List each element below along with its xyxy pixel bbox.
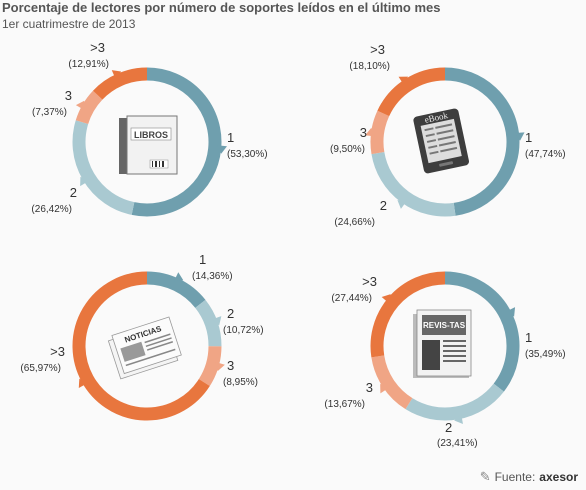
donut-noticias-segment-3 [198, 346, 222, 387]
donut-libros-segment-4 [92, 67, 148, 100]
donut-ebook-pointer-3 [365, 127, 376, 137]
donut-libros-segment-1 [131, 67, 222, 217]
donut-revistas-value-1: (35,49%) [525, 349, 566, 360]
source-label: Fuente: [494, 470, 536, 484]
donut-ebook-segment-4 [377, 67, 446, 117]
donut-noticias-value-4: (65,97%) [20, 363, 61, 374]
donut-revistas-segment-2 [405, 383, 504, 421]
donut-ebook-segment-3 [370, 110, 390, 155]
donut-revistas-category-4: >3 [362, 274, 377, 289]
donut-ebook-value-2: (24,66%) [334, 217, 375, 228]
donut-revistas-category-3: 3 [366, 380, 373, 395]
donut-libros-category-2: 2 [70, 185, 77, 200]
donut-libros-value-4: (12,91%) [68, 59, 109, 70]
donut-ebook-segment-2 [371, 151, 456, 217]
donut-ebook-category-3: 3 [360, 125, 367, 140]
donut-libros-category-4: >3 [90, 40, 105, 55]
donut-revistas-pointer-3 [380, 383, 389, 394]
donut-ebook-category-2: 2 [380, 198, 387, 213]
donut-noticias-segment-2 [195, 299, 222, 347]
magazine-icon: REVIS-TAS [413, 309, 472, 378]
chart-title: Porcentaje de lectores por número de sop… [2, 0, 441, 15]
donut-ebook-value-4: (18,10%) [349, 61, 390, 72]
donut-libros-pointer-4 [111, 70, 122, 80]
donut-libros-value-2: (26,42%) [31, 204, 72, 215]
donut-libros-pointer-2 [80, 176, 89, 187]
donut-noticias-category-1: 1 [199, 252, 206, 267]
donut-revistas-pointer-4 [381, 294, 391, 304]
donut-libros-segment-3 [75, 90, 103, 125]
donut-revistas-segment-1 [444, 271, 520, 392]
donut-libros-category-3: 3 [65, 88, 72, 103]
source-brand: axesor [539, 470, 578, 484]
donut-ebook-category-4: >3 [370, 42, 385, 57]
magazine-icon-label: REVIS-TAS [423, 321, 466, 330]
donut-noticias-segment-1 [146, 271, 206, 309]
book-icon-label: LIBROS [134, 130, 168, 140]
donut-revistas-value-2: (23,41%) [437, 438, 478, 449]
book-icon: LIBROS [119, 115, 178, 175]
donut-ebook-segment-1 [444, 67, 520, 216]
donut-noticias-pointer-4 [78, 378, 88, 388]
donut-revistas-category-2: 2 [445, 420, 452, 435]
donut-revistas-category-1: 1 [525, 330, 532, 345]
ebook-icon-label: eBook [424, 110, 450, 125]
donut-noticias-category-3: 3 [227, 358, 234, 373]
donut-libros-segment-2 [72, 120, 135, 215]
donut-revistas-value-3: (13,67%) [324, 399, 365, 410]
donut-revistas-pointer-2 [454, 414, 463, 425]
donut-noticias-pointer-3 [215, 361, 225, 372]
donut-libros-pointer-3 [75, 100, 85, 111]
donut-libros-value-1: (53,30%) [227, 149, 268, 160]
ebook-icon: eBook [413, 108, 469, 174]
donut-ebook-pointer-2 [397, 200, 407, 209]
donut-noticias-pointer-2 [211, 316, 222, 326]
donut-libros-pointer-1 [217, 145, 227, 154]
donut-revistas-segment-3 [371, 355, 413, 410]
donut-noticias-pointer-1 [173, 272, 184, 282]
donut-ebook-value-3: (9,50%) [330, 144, 365, 155]
donut-noticias-category-4: >3 [50, 344, 65, 359]
donut-noticias-value-2: (10,72%) [223, 325, 264, 336]
donut-revistas-pointer-1 [506, 307, 516, 317]
donut-ebook-category-1: 1 [525, 130, 532, 145]
donut-revistas-value-4: (27,44%) [331, 293, 372, 304]
pencil-icon: ✎ [479, 469, 491, 484]
donut-ebook-pointer-1 [514, 132, 525, 141]
donut-noticias-category-2: 2 [227, 306, 234, 321]
donut-libros-category-1: 1 [227, 130, 234, 145]
source-credit: ✎ Fuente: axesor [480, 469, 578, 485]
donut-ebook-value-1: (47,74%) [525, 149, 566, 160]
donut-noticias-value-1: (14,36%) [192, 271, 233, 282]
donut-noticias-segment-4 [72, 271, 210, 421]
donut-libros-value-3: (7,37%) [32, 107, 67, 118]
donut-ebook-pointer-4 [398, 76, 408, 86]
donut-noticias-value-3: (8,95%) [223, 377, 258, 388]
newspaper-icon: NOTICIAS [107, 316, 182, 380]
chart-subtitle: 1er cuatrimestre de 2013 [2, 17, 136, 31]
donut-revistas-segment-4 [370, 271, 446, 358]
